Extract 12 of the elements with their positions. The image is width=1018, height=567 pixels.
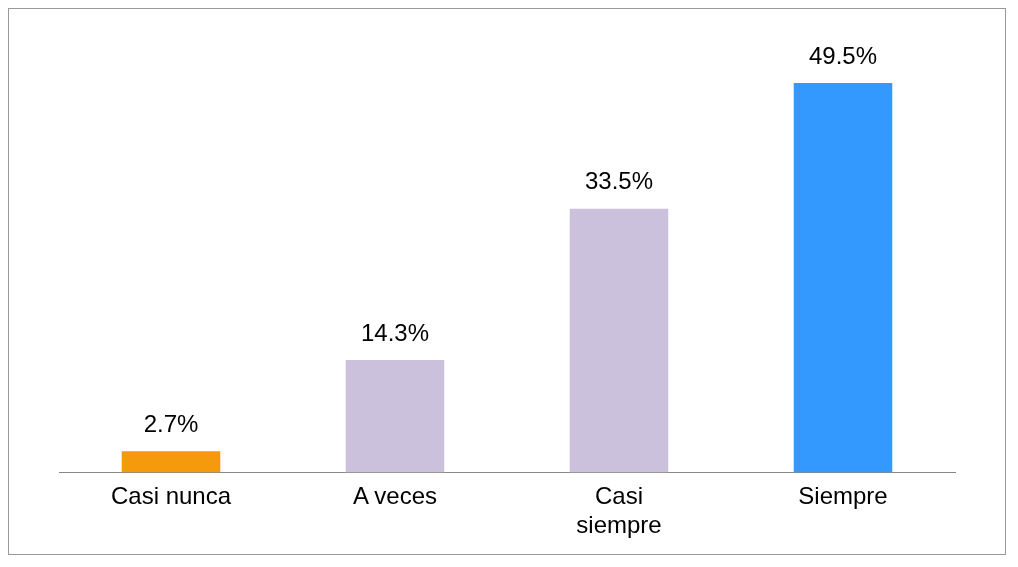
data-label: 49.5% [808, 41, 878, 69]
x-tick-label: Casi siempre [576, 482, 662, 539]
bar [793, 82, 893, 473]
data-label: 33.5% [584, 167, 654, 195]
bar [121, 451, 221, 473]
data-label: 2.7% [143, 409, 199, 437]
x-tick-label: Casi nunca [110, 482, 232, 510]
x-tick-label: A veces [352, 482, 438, 510]
x-tick-label: Siempre [798, 482, 888, 510]
bar [569, 208, 669, 473]
data-label: 14.3% [360, 318, 430, 346]
bar [345, 359, 445, 473]
